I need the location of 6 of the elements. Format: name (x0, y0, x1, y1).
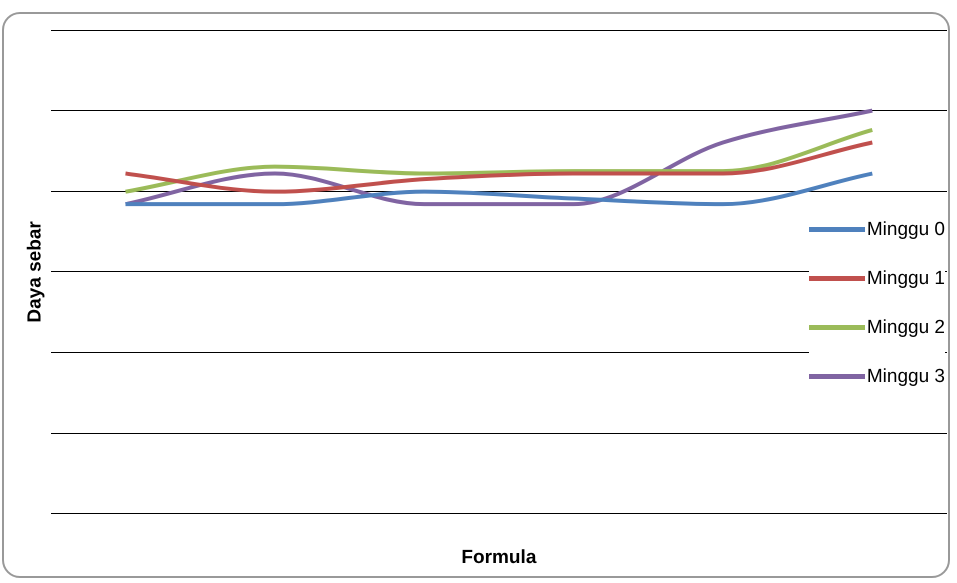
x-axis-title: Formula (461, 546, 537, 568)
legend-label: Minggu 1 (866, 268, 945, 290)
legend-label: Minggu 0 (866, 218, 945, 240)
legend-label: Minggu 3 (866, 366, 945, 388)
y-axis-title: Daya sebar (24, 220, 46, 323)
legend-label: Minggu 2 (866, 316, 945, 338)
